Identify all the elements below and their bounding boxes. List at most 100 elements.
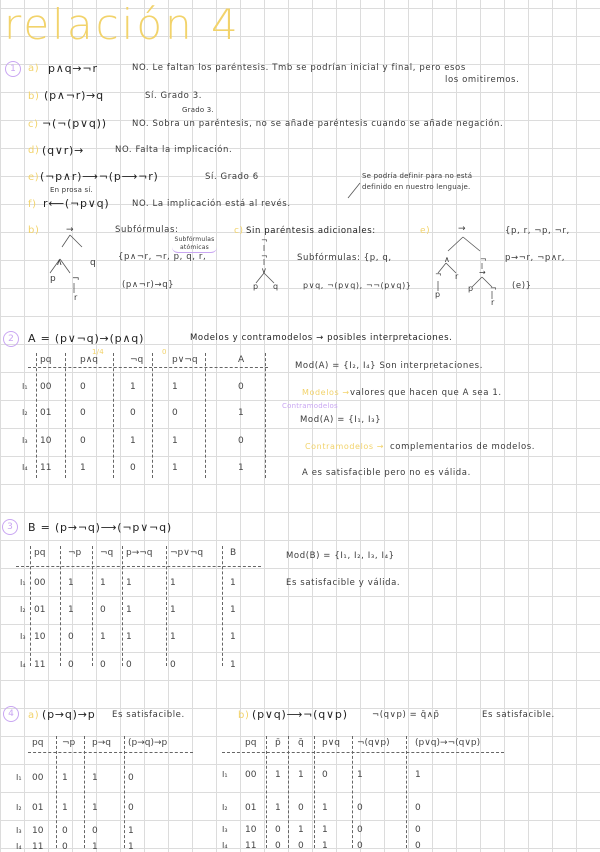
- arrow-icon: [347, 182, 361, 199]
- table-cell: 0: [172, 408, 178, 418]
- row-label: I₂: [22, 408, 28, 417]
- column-header: pq: [40, 355, 52, 365]
- column-divider: [56, 736, 57, 848]
- table-cell: 1: [92, 842, 98, 852]
- tree-node: →: [479, 268, 486, 277]
- table-cell: 0: [275, 841, 281, 851]
- subformulas-line: {p∧¬r, ¬r, p, q, r,: [118, 252, 207, 262]
- table-cell: 1: [230, 660, 236, 670]
- table-cell: 1: [275, 770, 281, 780]
- row-label: I₃: [222, 825, 228, 834]
- table-cell: 0: [357, 803, 363, 813]
- row-label: I₄: [22, 463, 28, 472]
- table-cell: 1: [172, 382, 178, 392]
- item-formula: p∧q→¬r: [48, 62, 98, 75]
- row-label: I₁: [16, 773, 22, 782]
- table-cell: 1: [170, 605, 176, 615]
- tree-node: →: [66, 225, 74, 235]
- table-cell: 0: [68, 632, 74, 642]
- column-divider: [406, 736, 407, 848]
- column-divider: [122, 546, 123, 666]
- row-label: I₃: [16, 826, 22, 835]
- table-cell: 00: [34, 578, 46, 588]
- conclusion-4a: Es satisfacible.: [112, 710, 185, 720]
- countermodels-label: Contramodelos →: [305, 442, 385, 451]
- column-header: p→q: [92, 738, 111, 748]
- tree-node: r: [74, 293, 78, 302]
- table-cell: 0: [298, 841, 304, 851]
- column-header: ¬q: [130, 355, 144, 365]
- column-header: A: [238, 355, 245, 365]
- tree-node: p: [50, 274, 56, 284]
- table-cell: 1: [62, 773, 68, 783]
- column-header: ¬(q∨p): [357, 738, 390, 748]
- column-divider: [352, 736, 353, 848]
- table-cell: 01: [32, 803, 44, 813]
- table-cell: 01: [34, 605, 46, 615]
- table-cell: 0: [275, 825, 281, 835]
- table-cell: 0: [62, 826, 68, 836]
- table-cell: 1: [275, 803, 281, 813]
- row-label: I₄: [20, 660, 26, 669]
- ex2-heading: Modelos y contramodelos → posibles inter…: [190, 333, 453, 343]
- column-divider: [113, 353, 114, 478]
- table-cell: 0: [92, 826, 98, 836]
- table-cell: 1: [172, 463, 178, 473]
- formula-B: B = (p→¬q)⟶(¬p∨¬q): [28, 521, 172, 534]
- table-cell: 0: [100, 660, 106, 670]
- column-divider: [152, 353, 153, 478]
- item-formula: ¬(¬(p∨q)): [42, 117, 107, 130]
- row-label: I₄: [222, 841, 228, 850]
- annotation: 0: [162, 348, 167, 356]
- table-cell: 1: [322, 803, 328, 813]
- countermodels-definition: complementarios de modelos.: [390, 442, 536, 452]
- item-label: b): [238, 710, 250, 721]
- table-cell: 1: [130, 436, 136, 446]
- tree-node: ¬: [435, 270, 442, 279]
- column-divider: [92, 546, 93, 666]
- column-header: B: [230, 548, 237, 558]
- table-cell: 10: [245, 825, 257, 835]
- tree-node: ¬: [490, 284, 497, 293]
- table-cell: 1: [126, 578, 132, 588]
- table-cell: 00: [245, 770, 257, 780]
- table-cell: 1: [126, 632, 132, 642]
- row-label: I₃: [20, 632, 26, 641]
- item-formula: (q∨r)→: [42, 144, 85, 157]
- table-cell: 11: [32, 842, 44, 852]
- header-divider: [222, 752, 504, 753]
- subformulas-line: (e)}: [512, 281, 532, 291]
- item-text: NO. La implicación está al revés.: [132, 199, 291, 209]
- column-header: ¬q: [100, 548, 114, 558]
- column-header: ¬p: [62, 738, 76, 748]
- column-divider: [222, 546, 223, 666]
- subformulas-line: {p, r, ¬p, ¬r,: [505, 226, 570, 236]
- models-set: Mod(A) = {I₂, I₄} Son interpretaciones.: [295, 361, 483, 371]
- conclusion-B: Es satisfacible y válida.: [286, 578, 401, 588]
- item-note: Grado 3.: [182, 106, 214, 114]
- table-cell: 0: [130, 408, 136, 418]
- table-cell: 1: [80, 463, 86, 473]
- table-cell: 0: [100, 605, 106, 615]
- table-cell: 0: [126, 660, 132, 670]
- tree-node: r: [455, 272, 459, 281]
- subformulas-line: p∨q, ¬(p∨q), ¬¬(p∨q)}: [303, 281, 412, 290]
- row-label: I₁: [222, 770, 228, 779]
- column-divider: [30, 546, 31, 666]
- table-cell: 11: [40, 463, 52, 473]
- tree-label-c: c): [234, 226, 244, 236]
- table-cell: 00: [40, 382, 52, 392]
- table-cell: 0: [80, 436, 86, 446]
- table-cell: 0: [322, 770, 328, 780]
- column-header: pq: [34, 548, 46, 558]
- column-divider: [84, 736, 85, 848]
- table-cell: 1: [128, 842, 134, 852]
- column-divider: [265, 353, 266, 478]
- table-cell: 1: [298, 825, 304, 835]
- tree-node: p: [253, 282, 259, 291]
- subformulas-line: p→¬r, ¬p∧r,: [505, 253, 566, 263]
- table-cell: 1: [322, 841, 328, 851]
- row-label: I₂: [222, 803, 228, 812]
- row-label: I₁: [22, 382, 28, 391]
- tree-node: ∧: [444, 255, 451, 264]
